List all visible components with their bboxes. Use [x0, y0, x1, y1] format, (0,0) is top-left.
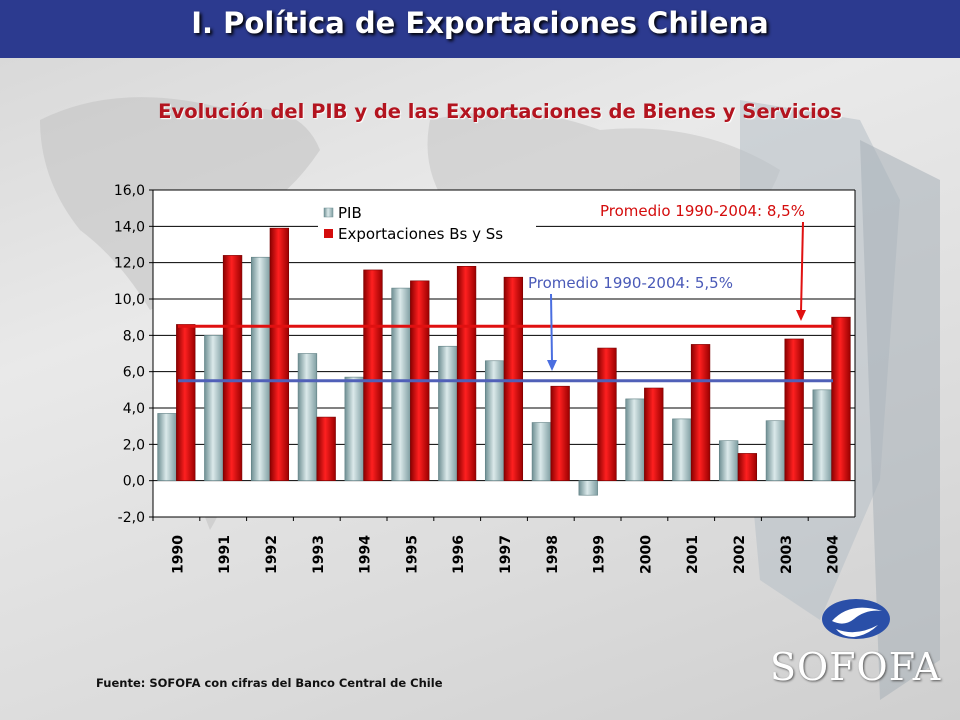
bar-pib	[812, 389, 832, 481]
legend-label-exports: Exportaciones Bs y Ss	[338, 225, 503, 243]
arrow-pib-average-head	[547, 360, 557, 371]
x-tick-label: 1999	[592, 535, 608, 574]
y-tick-label: 4,0	[123, 401, 145, 417]
x-tick-label: 2004	[826, 535, 842, 574]
y-tick-label: 10,0	[114, 292, 145, 308]
y-tick-label: 2,0	[123, 437, 145, 453]
annotation-exports-average: Promedio 1990-2004: 8,5%	[600, 202, 805, 220]
bar-pib	[157, 413, 177, 481]
x-tick-label: 2003	[779, 535, 795, 574]
arrow-exports-average	[800, 221, 804, 313]
x-tick-label: 2001	[685, 535, 701, 574]
bar-pib	[344, 376, 364, 481]
title-bar	[0, 0, 960, 58]
legend-swatch-pib	[323, 207, 334, 218]
bar-exports	[503, 276, 524, 481]
page-title: I. Política de Exportaciones Chilena	[191, 6, 769, 40]
y-tick-label: 8,0	[123, 328, 145, 344]
bar-exports	[550, 385, 570, 481]
bar-pib	[297, 353, 318, 481]
sofofa-logo: SOFOFA	[770, 595, 940, 695]
legend-label-pib: PIB	[338, 204, 362, 222]
x-tick-label: 1994	[358, 535, 374, 574]
arrow-exports-average-head	[796, 310, 806, 321]
x-tick-label: 1996	[451, 535, 467, 574]
bar-pib	[531, 422, 552, 481]
y-tick-label: 0,0	[123, 474, 145, 490]
bar-pib	[438, 345, 458, 481]
bar-exports	[737, 453, 758, 481]
bar-pib	[765, 420, 786, 481]
x-tick-label: 2000	[638, 535, 654, 574]
bar-pib	[391, 287, 411, 481]
bar-exports	[784, 338, 804, 481]
chart-subtitle: Evolución del PIB y de las Exportaciones…	[158, 100, 842, 123]
x-tick-label: 1997	[498, 535, 514, 574]
y-tick-label: 14,0	[114, 219, 145, 235]
bar-pib	[625, 398, 645, 481]
bar-exports	[269, 227, 290, 481]
bar-exports	[363, 269, 383, 481]
bar-exports	[222, 255, 243, 481]
bar-exports	[597, 347, 617, 481]
y-tick-label: 6,0	[123, 365, 145, 381]
bar-exports	[456, 265, 477, 481]
x-tick-label: 2002	[732, 535, 748, 574]
legend-box	[318, 198, 536, 244]
bar-pib	[484, 360, 505, 481]
bar-pib	[204, 335, 224, 481]
bar-exports	[644, 387, 664, 481]
annotation-pib-average: Promedio 1990-2004: 5,5%	[528, 274, 733, 292]
x-tick-label: 1993	[311, 535, 327, 574]
bar-pib	[250, 256, 271, 481]
bar-pib	[672, 418, 692, 481]
bar-exports	[316, 416, 336, 481]
bar-pib	[578, 480, 598, 496]
logo-text: SOFOFA	[770, 645, 942, 689]
arrow-pib-average	[550, 293, 553, 363]
x-tick-label: 1995	[404, 535, 420, 574]
bar-pib	[718, 440, 739, 481]
y-tick-label: 16,0	[114, 183, 145, 199]
bar-exports	[176, 324, 196, 481]
bar-exports	[690, 344, 711, 481]
bar-exports	[831, 316, 851, 481]
y-tick-label: 12,0	[114, 256, 145, 272]
x-tick-label: 1992	[264, 535, 280, 574]
legend-swatch-exports	[324, 229, 333, 238]
x-tick-label: 1991	[217, 535, 233, 574]
x-tick-label: 1990	[170, 535, 186, 574]
x-tick-label: 1998	[545, 535, 561, 574]
source-note: Fuente: SOFOFA con cifras del Banco Cent…	[96, 676, 443, 690]
y-tick-label: -2,0	[118, 510, 145, 526]
